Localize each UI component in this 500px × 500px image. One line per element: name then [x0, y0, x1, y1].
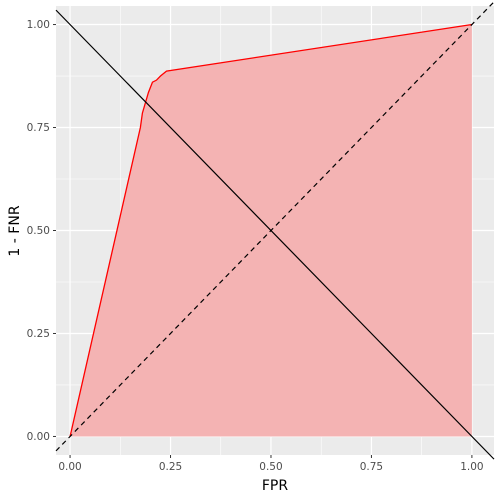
x-tick-label: 1.00	[460, 461, 483, 473]
chance-diagonal-line	[55, 1, 495, 452]
x-tick-label: 0.50	[259, 461, 282, 473]
y-axis-title: 1 - FNR	[7, 205, 23, 256]
roc-curve	[69, 23, 472, 437]
y-tick-label: 1.00	[27, 19, 50, 31]
x-tick-label: 0.25	[159, 461, 182, 473]
y-tick-label: 0.75	[27, 122, 50, 134]
reference-lines	[55, 1, 495, 460]
x-axis-title: FPR	[262, 478, 288, 494]
equal-error-line	[55, 9, 495, 460]
x-tick-label: 0.75	[360, 461, 383, 473]
y-tick-label: 0.00	[27, 431, 50, 443]
y-tick-label: 0.25	[27, 328, 50, 340]
x-tick-label: 0.00	[58, 461, 81, 473]
axis-ticks: 0.00 0.25 0.50 0.75 1.00 0.00 0.25 0.50 0.75 1.00	[27, 19, 484, 473]
y-tick-label: 0.50	[27, 225, 50, 237]
